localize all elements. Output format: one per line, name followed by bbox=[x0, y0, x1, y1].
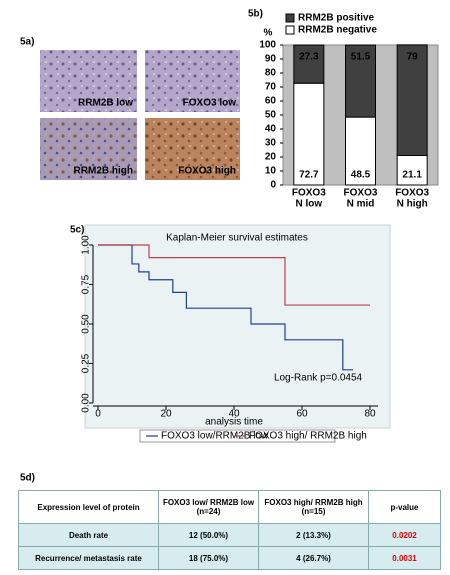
y-tick-label: 100 bbox=[259, 40, 276, 51]
panel-label: 5a) bbox=[20, 37, 34, 48]
legend-label: RRM2B positive bbox=[298, 13, 375, 24]
x-tick-label: FOXO3 bbox=[344, 188, 378, 199]
y-tick-label: 90 bbox=[265, 54, 277, 65]
x-axis-label: analysis time bbox=[205, 417, 263, 428]
chart-title: Kaplan-Meier survival estimates bbox=[166, 233, 308, 244]
table-row: Recurrence/ metastasis rate 18 (75.0%) 4 (… bbox=[18, 546, 441, 570]
y-tick-label: 70 bbox=[265, 82, 277, 93]
legend-label: RRM2B negative bbox=[298, 25, 377, 36]
table-row: Death rate 12 (50.0%) 2 (13.3%) 0.0202 bbox=[18, 523, 441, 547]
x-tick-label: FOXO3 bbox=[395, 188, 429, 199]
bar-segment bbox=[345, 44, 376, 118]
y-tick-label: 1.00 bbox=[81, 235, 92, 255]
bar-segment bbox=[293, 82, 325, 186]
km-panel bbox=[84, 224, 391, 429]
image-label: FOXO3 low bbox=[183, 98, 237, 109]
x-tick-label: 0 bbox=[95, 409, 101, 420]
value-label: 51.5 bbox=[351, 52, 371, 63]
image-label: FOXO3 high bbox=[178, 166, 236, 177]
header-cell: p-value bbox=[368, 490, 441, 524]
value-label: 79 bbox=[407, 52, 419, 63]
header-cell: FOXO3 high/ RRM2B high (n=15) bbox=[258, 490, 369, 524]
x-tick-label: 20 bbox=[160, 409, 172, 420]
survival-curve bbox=[98, 244, 370, 306]
micrograph bbox=[145, 50, 240, 112]
legend-swatch bbox=[285, 13, 295, 23]
bar-segment bbox=[345, 116, 376, 186]
p-value-cell: 0.0202 bbox=[368, 523, 441, 547]
y-tick-label: 0.00 bbox=[81, 393, 92, 413]
y-tick-label: 0 bbox=[270, 180, 276, 191]
image-label: RRM2B high bbox=[74, 166, 133, 177]
survival-curve bbox=[98, 244, 353, 371]
value-label: 27.3 bbox=[299, 52, 319, 63]
value-label: 48.5 bbox=[351, 170, 371, 181]
bar-segment bbox=[396, 44, 428, 156]
y-tick-label: 0.75 bbox=[81, 274, 92, 294]
bar-segment bbox=[293, 44, 325, 84]
value-label: 21.1 bbox=[402, 170, 422, 181]
x-tick-label: 60 bbox=[296, 409, 308, 420]
x-tick-label: FOXO3 bbox=[292, 188, 326, 199]
y-tick-label: 20 bbox=[265, 152, 277, 163]
y-axis-label: % bbox=[264, 28, 273, 39]
header-cell: Expression level of protein bbox=[18, 490, 159, 524]
y-tick-label: 60 bbox=[265, 96, 277, 107]
legend-label: FOXO3 high/ RRM2B high bbox=[249, 431, 367, 442]
p-value-cell: 0.0031 bbox=[368, 546, 441, 570]
micrograph bbox=[40, 50, 137, 112]
micrograph bbox=[145, 118, 240, 180]
x-tick-label: N low bbox=[295, 199, 322, 210]
x-tick-label: N high bbox=[397, 199, 428, 210]
panel-label: 5c) bbox=[70, 225, 84, 236]
annotation: Log-Rank p=0.0454 bbox=[274, 373, 363, 384]
table-cell: Recurrence/ metastasis rate bbox=[18, 546, 159, 570]
x-tick-label: 80 bbox=[364, 409, 376, 420]
table-cell: Death rate bbox=[18, 523, 159, 547]
panel-label: 5d) bbox=[20, 473, 35, 484]
y-tick-label: 10 bbox=[265, 166, 277, 177]
legend-label: FOXO3 low/RRM2B low bbox=[161, 431, 269, 442]
y-tick-label: 80 bbox=[265, 68, 277, 79]
image-label: RRM2B low bbox=[78, 98, 133, 109]
y-tick-label: 0.25 bbox=[81, 353, 92, 373]
y-tick-label: 0.50 bbox=[81, 314, 92, 334]
table-cell: 4 (26.7%) bbox=[258, 546, 369, 570]
y-tick-label: 30 bbox=[265, 138, 277, 149]
data-table: Expression level of protein FOXO3 low/ RR… bbox=[18, 490, 441, 570]
panel-label: 5b) bbox=[248, 9, 263, 20]
micrograph bbox=[40, 118, 137, 180]
table-cell: 2 (13.3%) bbox=[258, 523, 369, 547]
table-cell: 18 (75.0%) bbox=[158, 546, 259, 570]
table-cell: 12 (50.0%) bbox=[158, 523, 259, 547]
y-tick-label: 50 bbox=[265, 110, 277, 121]
legend-swatch bbox=[285, 25, 295, 35]
y-tick-label: 40 bbox=[265, 124, 277, 135]
x-tick-label: N mid bbox=[347, 199, 375, 210]
table-header-row: Expression level of protein FOXO3 low/ RR… bbox=[18, 490, 441, 524]
bar-segment bbox=[396, 154, 428, 186]
x-tick-label: 40 bbox=[228, 409, 240, 420]
header-cell: FOXO3 low/ RRM2B low (n=24) bbox=[158, 490, 259, 524]
value-label: 72.7 bbox=[299, 170, 319, 181]
